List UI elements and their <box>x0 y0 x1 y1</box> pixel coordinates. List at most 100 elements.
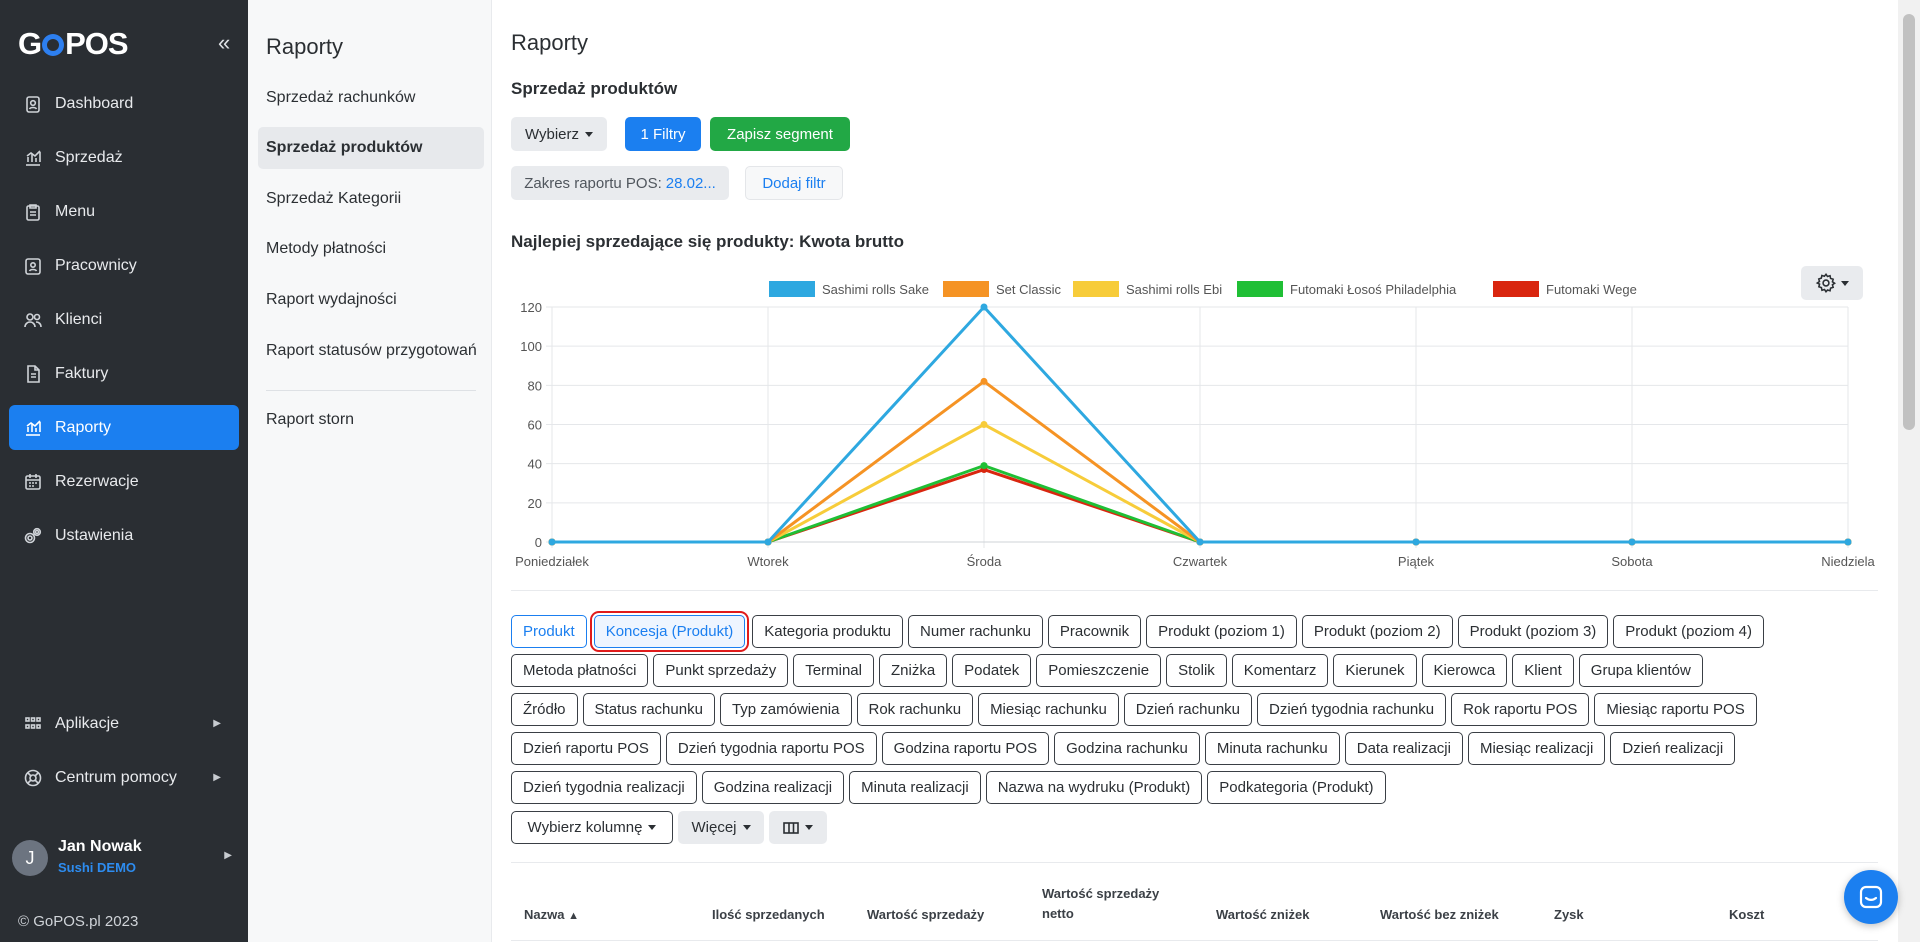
group-by-chip[interactable]: Produkt (poziom 4) <box>1613 615 1764 648</box>
scrollbar-thumb[interactable] <box>1903 14 1915 430</box>
column-header-value-without-discounts[interactable]: Wartość bez zniżek <box>1380 907 1499 922</box>
id-card-icon <box>25 257 41 275</box>
sidebar-item-ustawienia[interactable]: Ustawienia <box>9 513 239 558</box>
sidebar-item-raporty[interactable]: Raporty <box>9 405 239 450</box>
group-by-chip[interactable]: Data realizacji <box>1344 732 1463 765</box>
group-by-chip[interactable]: Koncesja (Produkt) <box>593 615 746 648</box>
main-sidebar: G POS « Dashboard Sprzedaż Menu Pracownicy Kl… <box>0 0 248 942</box>
collapse-sidebar-button[interactable]: « <box>218 30 231 55</box>
group-by-chip[interactable]: Minuta realizacji <box>849 771 981 804</box>
sidebar-item-aplikacje[interactable]: Aplikacje ▶ <box>9 701 239 746</box>
group-by-chip[interactable]: Zniżka <box>878 654 948 687</box>
group-by-chip[interactable]: Dzień tygodnia raportu POS <box>665 732 877 765</box>
group-by-chip[interactable]: Kierowca <box>1421 654 1508 687</box>
y-tick-label: 120 <box>520 300 542 315</box>
sidebar-item-centrum-pomocy[interactable]: Centrum pomocy ▶ <box>9 755 239 800</box>
chart-settings-button[interactable] <box>1801 266 1863 300</box>
group-by-chip[interactable]: Produkt (poziom 1) <box>1146 615 1297 648</box>
group-by-chip[interactable]: Miesiąc raportu POS <box>1594 693 1757 726</box>
group-by-chip[interactable]: Kierunek <box>1333 654 1417 687</box>
group-by-chip[interactable]: Pracownik <box>1047 615 1142 648</box>
group-by-chip[interactable]: Klient <box>1512 654 1574 687</box>
group-by-chip[interactable]: Godzina raportu POS <box>881 732 1050 765</box>
group-by-chip[interactable]: Numer rachunku <box>908 615 1043 648</box>
x-tick-label: Niedziela <box>1821 554 1875 569</box>
column-header-quantity[interactable]: Ilość sprzedanych <box>712 907 825 922</box>
y-tick-label: 100 <box>520 339 542 354</box>
group-by-chip[interactable]: Dzień realizacji <box>1610 732 1736 765</box>
column-header-net-sales-value[interactable]: Wartość sprzedaży netto <box>1042 886 1160 921</box>
column-header-discounts-value[interactable]: Wartość zniżek <box>1216 907 1310 922</box>
group-by-chip[interactable]: Dzień raportu POS <box>511 732 661 765</box>
sidebar-item-label: Dashboard <box>55 94 134 112</box>
sidebar-item-dashboard[interactable]: Dashboard <box>9 81 239 126</box>
data-point <box>1412 538 1420 546</box>
group-by-chip[interactable]: Rok raportu POS <box>1451 693 1590 726</box>
group-by-chip[interactable]: Produkt <box>511 615 587 648</box>
group-by-chip[interactable]: Kategoria produktu <box>752 615 904 648</box>
subnav-item-raport-storn[interactable]: Raport storn <box>266 411 355 428</box>
group-by-chip[interactable]: Produkt (poziom 3) <box>1457 615 1609 648</box>
subnav-item-raport-statusow[interactable]: Raport statusów przygotowań <box>266 342 477 359</box>
columns-icon <box>783 821 799 834</box>
group-by-chip[interactable]: Podatek <box>952 654 1032 687</box>
group-by-chip[interactable]: Nazwa na wydruku (Produkt) <box>985 771 1203 804</box>
sidebar-item-pracownicy[interactable]: Pracownicy <box>9 243 239 288</box>
choose-column-button[interactable]: Wybierz kolumnę <box>511 811 673 844</box>
group-by-chip[interactable]: Godzina realizacji <box>701 771 845 804</box>
group-by-chip[interactable]: Rok rachunku <box>856 693 974 726</box>
group-by-chip[interactable]: Minuta rachunku <box>1204 732 1340 765</box>
copyright-text: © GoPOS.pl 2023 <box>18 913 139 930</box>
user-menu[interactable]: J Jan Nowak Sushi DEMO ▶ <box>12 836 238 880</box>
group-by-chip[interactable]: Status rachunku <box>582 693 715 726</box>
subnav-item-sprzedaz-rachunkow[interactable]: Sprzedaż rachunków <box>266 89 416 106</box>
group-by-chip[interactable]: Typ zamówienia <box>719 693 852 726</box>
subnav-item-raport-wydajnosci[interactable]: Raport wydajności <box>266 291 397 308</box>
column-header-cost[interactable]: Koszt <box>1729 907 1765 922</box>
chat-help-button[interactable] <box>1844 870 1898 924</box>
select-segment-button[interactable]: Wybierz <box>511 117 607 151</box>
group-by-chip[interactable]: Grupa klientów <box>1578 654 1703 687</box>
sidebar-item-label: Menu <box>55 202 96 220</box>
group-by-chip[interactable]: Miesiąc rachunku <box>978 693 1119 726</box>
legend-label: Futomaki Łosoś Philadelphia <box>1290 282 1457 297</box>
x-tick-label: Poniedziałek <box>515 554 589 569</box>
report-range-filter[interactable]: Zakres raportu POS: 28.02... <box>511 166 729 200</box>
filters-button[interactable]: 1 Filtry <box>625 117 701 151</box>
group-by-chip[interactable]: Godzina rachunku <box>1054 732 1200 765</box>
sidebar-item-klienci[interactable]: Klienci <box>9 297 239 342</box>
group-by-chip[interactable]: Punkt sprzedaży <box>653 654 789 687</box>
columns-toggle-button[interactable] <box>769 811 827 844</box>
more-button[interactable]: Więcej <box>678 811 764 844</box>
data-point <box>980 377 988 385</box>
group-by-chip[interactable]: Źródło <box>511 693 578 726</box>
group-by-chip[interactable]: Pomieszczenie <box>1036 654 1162 687</box>
group-by-chip[interactable]: Stolik <box>1166 654 1227 687</box>
group-by-chip[interactable]: Podkategoria (Produkt) <box>1207 771 1386 804</box>
subnav-item-sprzedaz-kategorii[interactable]: Sprzedaż Kategorii <box>266 190 402 207</box>
sidebar-item-rezerwacje[interactable]: Rezerwacje <box>9 459 239 504</box>
sidebar-item-sprzeda-[interactable]: Sprzedaż <box>9 135 239 180</box>
subnav-item-sprzedaz-produktow[interactable]: Sprzedaż produktów <box>258 127 484 169</box>
avatar: J <box>12 840 48 876</box>
group-by-chip[interactable]: Dzień tygodnia realizacji <box>511 771 697 804</box>
add-filter-button[interactable]: Dodaj filtr <box>745 166 843 200</box>
gopos-logo[interactable]: G POS <box>18 26 129 61</box>
column-header-profit[interactable]: Zysk <box>1554 907 1584 922</box>
sidebar-item-label: Pracownicy <box>55 256 137 274</box>
sidebar-item-menu[interactable]: Menu <box>9 189 239 234</box>
group-by-chip[interactable]: Dzień rachunku <box>1123 693 1253 726</box>
sidebar-item-label: Aplikacje <box>55 714 120 732</box>
group-by-chip[interactable]: Produkt (poziom 2) <box>1301 615 1453 648</box>
save-segment-button[interactable]: Zapisz segment <box>710 117 850 151</box>
group-by-chip[interactable]: Terminal <box>793 654 874 687</box>
sidebar-item-label: Faktury <box>55 364 109 382</box>
column-header-name[interactable]: Nazwa ▲ <box>524 907 579 922</box>
group-by-chip[interactable]: Miesiąc realizacji <box>1467 732 1606 765</box>
group-by-chip[interactable]: Komentarz <box>1231 654 1329 687</box>
column-header-sales-value[interactable]: Wartość sprzedaży <box>867 907 985 922</box>
sidebar-item-faktury[interactable]: Faktury <box>9 351 239 396</box>
group-by-chip[interactable]: Metoda płatności <box>511 654 649 687</box>
subnav-item-metody-platnosci[interactable]: Metody płatności <box>266 240 387 257</box>
group-by-chip[interactable]: Dzień tygodnia rachunku <box>1257 693 1447 726</box>
